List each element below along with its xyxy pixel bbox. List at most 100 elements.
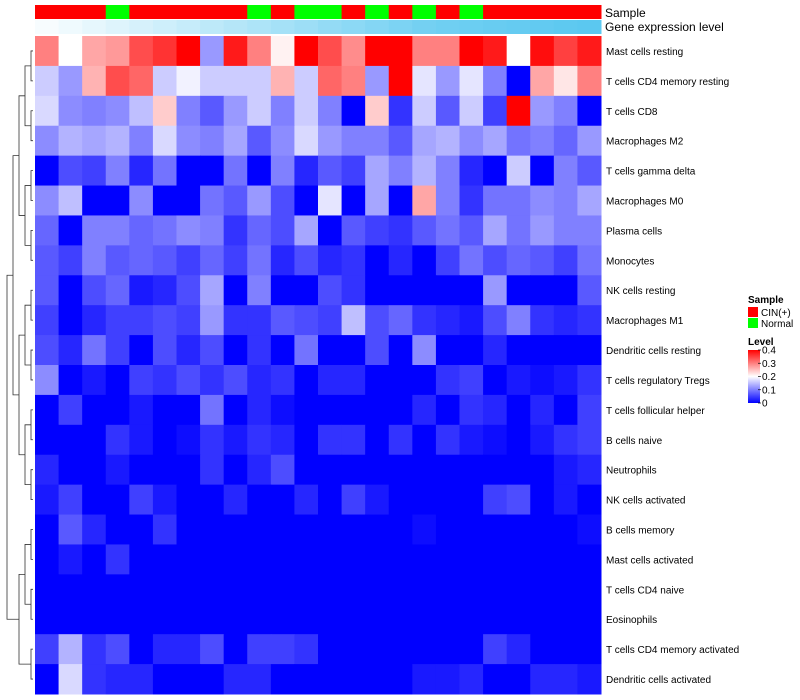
heatmap-cell [294, 125, 319, 157]
heatmap-cell [35, 65, 60, 97]
heatmap-cell [129, 454, 154, 486]
heatmap-cell [58, 185, 83, 216]
heatmap-cell [105, 574, 130, 605]
heatmap-cell [553, 514, 578, 545]
heatmap-cell [341, 245, 366, 276]
heatmap-cell [105, 36, 130, 67]
heatmap-cell [506, 544, 531, 575]
heatmap-cell [176, 185, 201, 216]
heatmap-cell [176, 305, 201, 336]
heatmap-cell [506, 185, 531, 216]
heatmap-cell [247, 215, 272, 246]
heatmap-cell [435, 215, 460, 246]
sample-cell [435, 5, 460, 19]
dendrogram-link [30, 349, 33, 381]
heatmap-cell [200, 65, 225, 97]
dendrogram-link [30, 50, 33, 82]
heatmap-cell [247, 305, 272, 336]
heatmap-cell [506, 215, 531, 246]
heatmap-cell [388, 574, 413, 605]
heatmap-cell [341, 215, 366, 246]
heatmap-cell [247, 634, 272, 665]
heatmap-cell [412, 394, 437, 426]
heatmap-cell [270, 125, 295, 157]
heatmap-cell [35, 305, 60, 336]
heatmap-cell [129, 424, 154, 456]
heatmap-cell [388, 365, 413, 396]
dendrogram-link [18, 95, 25, 216]
expression-cell [388, 20, 413, 34]
heatmap-cell [223, 544, 248, 575]
heatmap-cell [483, 484, 508, 516]
heatmap-cell [577, 155, 602, 187]
heatmap-cell [577, 365, 602, 396]
heatmap-cell [388, 664, 413, 695]
heatmap-cell [82, 275, 107, 306]
expression-cell [223, 20, 248, 34]
heatmap-cell [412, 36, 437, 67]
heatmap-cell [341, 125, 366, 157]
sample-cell [341, 5, 366, 19]
heatmap-cell [105, 95, 130, 127]
heatmap-cell [129, 574, 154, 605]
heatmap-cell [365, 305, 390, 336]
heatmap-cell [365, 604, 390, 635]
expression-cell [318, 20, 343, 34]
heatmap-cell [506, 36, 531, 67]
heatmap-cell [35, 424, 60, 456]
heatmap-cell [435, 604, 460, 635]
heatmap-cell [553, 484, 578, 516]
heatmap-cell [58, 365, 83, 396]
heatmap-cell [200, 484, 225, 516]
heatmap-cell [577, 544, 602, 575]
heatmap-cell [530, 95, 555, 127]
heatmap-cell [82, 125, 107, 157]
heatmap-cell [58, 125, 83, 157]
heatmap-cell [270, 544, 295, 575]
heatmap-cell [506, 155, 531, 187]
heatmap-cell [506, 634, 531, 665]
heatmap-cell [365, 365, 390, 396]
heatmap-cell [365, 454, 390, 486]
heatmap-cell [388, 245, 413, 276]
heatmap-cell [270, 664, 295, 695]
heatmap-cell [270, 394, 295, 426]
heatmap-cell [388, 305, 413, 336]
heatmap-cell [553, 424, 578, 456]
dendrogram-link [12, 155, 19, 396]
heatmap-cell [58, 305, 83, 336]
heatmap-cell [577, 185, 602, 216]
dendrogram-link [30, 409, 33, 441]
heatmap-cell [270, 484, 295, 516]
heatmap-cell [483, 245, 508, 276]
heatmap-cell [553, 664, 578, 695]
heatmap-cell [412, 275, 437, 306]
heatmap-cell [294, 335, 319, 366]
heatmap-cell [530, 215, 555, 246]
heatmap-cell [294, 36, 319, 67]
heatmap-cell [318, 664, 343, 695]
heatmap-cell [483, 365, 508, 396]
heatmap-cell [176, 574, 201, 605]
heatmap-cell [530, 65, 555, 97]
dendrogram-link [30, 289, 33, 321]
heatmap-cell [483, 454, 508, 486]
heatmap-cell [200, 95, 225, 127]
heatmap-cell [388, 36, 413, 67]
heatmap-cell [223, 215, 248, 246]
expression-cell [152, 20, 177, 34]
heatmap-cell [223, 424, 248, 456]
heatmap-cell [223, 185, 248, 216]
heatmap-cell [152, 424, 177, 456]
heatmap-cell [270, 245, 295, 276]
heatmap-cell [129, 245, 154, 276]
heatmap-cell [270, 335, 295, 366]
heatmap-cell [412, 155, 437, 187]
heatmap-cell [365, 484, 390, 516]
legend-sample-label: CIN(+) [761, 308, 791, 319]
heatmap-cell [483, 125, 508, 157]
heatmap-cell [294, 185, 319, 216]
row-label: T cells CD4 naive [606, 585, 685, 596]
heatmap-cell [553, 125, 578, 157]
heatmap-cell [577, 424, 602, 456]
